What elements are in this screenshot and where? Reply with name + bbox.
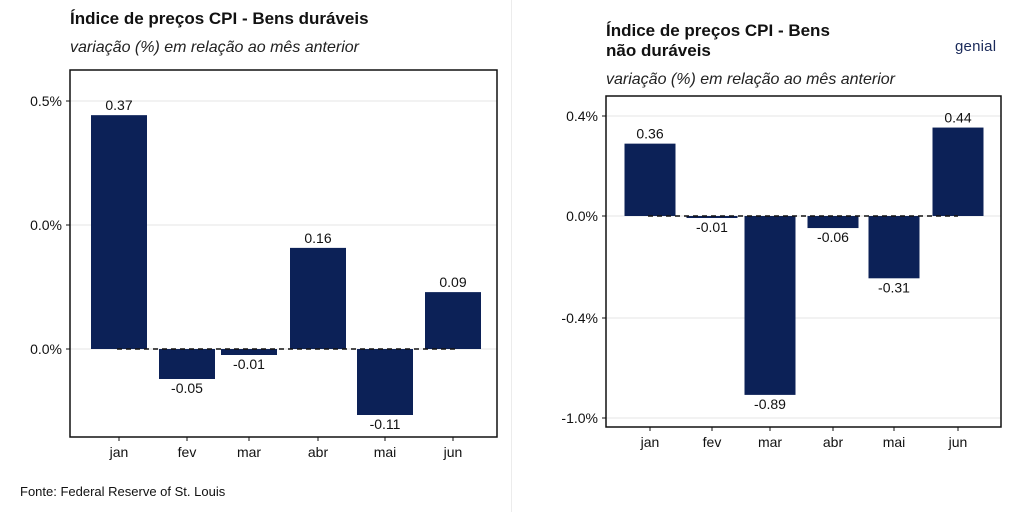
chart-1-data-label-jun: 0.09 xyxy=(439,274,466,290)
chart-1-bar-abr xyxy=(290,247,346,349)
panel-divider xyxy=(511,0,512,512)
chart-1-x-tick-jun: jun xyxy=(443,444,463,460)
chart-1-durable-goods: 0.37 jan -0.05 fev -0.01 mar 0.16 abr -0.11 mai 0.… xyxy=(30,69,498,460)
source-note: Fonte: Federal Reserve of St. Louis xyxy=(20,484,226,499)
chart-2-plot-frame xyxy=(605,95,1002,428)
chart-1-x-tick-abr: abr xyxy=(308,444,329,460)
chart-1-bar-jun xyxy=(425,292,481,349)
chart-1-data-label-fev: -0.05 xyxy=(171,380,203,396)
chart-1-bar-mai xyxy=(357,349,413,415)
chart-1-x-tick-mai: mai xyxy=(374,444,397,460)
chart-1-data-label-jan: 0.37 xyxy=(105,97,132,113)
chart-2-y-tick-label: -0.4% xyxy=(561,310,598,326)
brand-logo: genial xyxy=(955,38,997,55)
chart-1-plot-frame xyxy=(69,69,498,438)
chart-2-x-tick-fev: fev xyxy=(703,434,722,450)
chart-1-data-label-mar: -0.01 xyxy=(233,356,265,372)
chart-1-x-tick-fev: fev xyxy=(178,444,197,460)
chart-2-bar-mar xyxy=(744,216,796,395)
chart-2-bar-mai xyxy=(868,216,920,279)
chart-2-title: Índice de preços CPI - Bens não duráveis xyxy=(606,21,830,61)
chart-1-title: Índice de preços CPI - Bens duráveis xyxy=(70,9,369,28)
chart-2-x-tick-jan: jan xyxy=(640,434,660,450)
chart-1-bar-mar xyxy=(221,349,277,355)
chart-2-data-label-jan: 0.36 xyxy=(636,126,663,142)
chart-1-y-tick-label: 0.0% xyxy=(30,341,62,357)
chart-2-y-tick-label: 0.4% xyxy=(566,108,598,124)
chart-1-subtitle: variação (%) em relação ao mês anterior xyxy=(70,39,360,56)
chart-2-bar-jan xyxy=(624,143,676,216)
chart-2-title-line-1: Índice de preços CPI - Bens xyxy=(606,21,830,40)
chart-2-x-tick-jun: jun xyxy=(948,434,968,450)
chart-2-x-tick-abr: abr xyxy=(823,434,844,450)
chart-1-x-tick-mar: mar xyxy=(237,444,261,460)
chart-2-data-label-mai: -0.31 xyxy=(878,279,910,295)
chart-1-y-tick-label: 0.0% xyxy=(30,217,62,233)
chart-2-data-label-jun: 0.44 xyxy=(944,110,971,126)
chart-1-bar-jan xyxy=(91,115,147,349)
chart-2-x-tick-mar: mar xyxy=(758,434,782,450)
chart-2-x-tick-mai: mai xyxy=(883,434,906,450)
chart-2-y-tick-label: 0.0% xyxy=(566,208,598,224)
chart-1-x-tick-jan: jan xyxy=(109,444,129,460)
chart-2-data-label-abr: -0.06 xyxy=(817,229,849,245)
chart-2-bar-jun xyxy=(932,127,984,216)
chart-2-nondurable-goods: 0.36 jan -0.01 fev -0.89 mar -0.06 abr -0.31 mai 0… xyxy=(561,95,1002,450)
chart-2-data-label-mar: -0.89 xyxy=(754,396,786,412)
chart-2-subtitle: variação (%) em relação ao mês anterior xyxy=(606,71,896,88)
chart-2-bar-fev xyxy=(686,216,738,219)
chart-2-bar-abr xyxy=(807,216,859,229)
chart-1-data-label-abr: 0.16 xyxy=(304,230,331,246)
chart-1-data-label-mai: -0.11 xyxy=(370,416,401,432)
chart-2-data-label-fev: -0.01 xyxy=(696,219,728,235)
chart-2-title-line-2: não duráveis xyxy=(606,41,711,60)
chart-1-bar-fev xyxy=(159,349,215,379)
chart-2-y-tick-label: -1.0% xyxy=(561,410,598,426)
chart-1-y-tick-label: 0.5% xyxy=(30,93,62,109)
